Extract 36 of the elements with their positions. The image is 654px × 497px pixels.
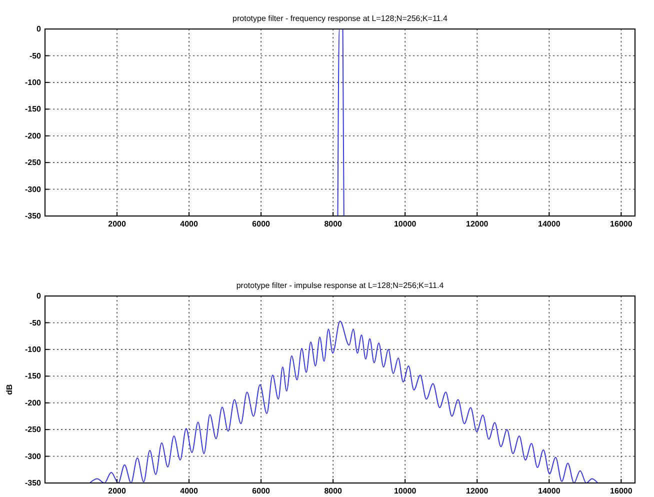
- y-tick-label: -150: [24, 104, 42, 114]
- x-tick-label: 2000: [108, 486, 126, 496]
- x-tick-label: 4000: [180, 220, 198, 229]
- y-tick-label: 0: [36, 292, 42, 301]
- y-tick-label: -100: [24, 344, 42, 354]
- x-tick-label: 8000: [324, 486, 343, 496]
- x-tick-label: 10000: [394, 486, 417, 496]
- x-tick-label: 12000: [466, 220, 489, 229]
- x-tick-label: 8000: [324, 220, 343, 229]
- y-tick-label: -50: [29, 51, 42, 60]
- y-tick-label: -200: [24, 398, 42, 408]
- y-tick-label: -300: [24, 452, 42, 461]
- chart-title: prototype filter - impulse response at L=128;N=256;K=11.4: [236, 281, 444, 290]
- x-tick-label: 2000: [108, 220, 126, 229]
- y-tick-label: 0: [36, 24, 42, 34]
- x-tick-label: 6000: [252, 220, 271, 229]
- x-tick-label: 14000: [538, 486, 561, 496]
- chart-title: prototype filter - frequency response at L=128;N=256;K=11.4: [232, 14, 448, 23]
- y-tick-label: -350: [24, 212, 42, 221]
- y-tick-label: -350: [24, 478, 42, 488]
- x-tick-label: 4000: [180, 486, 198, 496]
- y-axis-title: dB: [5, 384, 14, 395]
- x-tick-label: 12000: [466, 486, 489, 496]
- y-tick-label: -100: [24, 78, 42, 87]
- x-tick-label: 6000: [252, 486, 271, 496]
- y-tick-label: -150: [24, 372, 42, 381]
- x-tick-label: 14000: [538, 220, 561, 229]
- y-tick-label: -250: [24, 158, 42, 168]
- y-tick-label: -250: [24, 425, 42, 434]
- line-series: [89, 320, 598, 484]
- x-tick-label: 10000: [394, 220, 417, 229]
- x-tick-label: 16000: [610, 486, 633, 496]
- y-tick-label: -300: [24, 184, 42, 194]
- y-tick-label: -50: [29, 318, 42, 328]
- x-tick-label: 16000: [610, 220, 633, 229]
- y-tick-label: -200: [24, 131, 42, 140]
